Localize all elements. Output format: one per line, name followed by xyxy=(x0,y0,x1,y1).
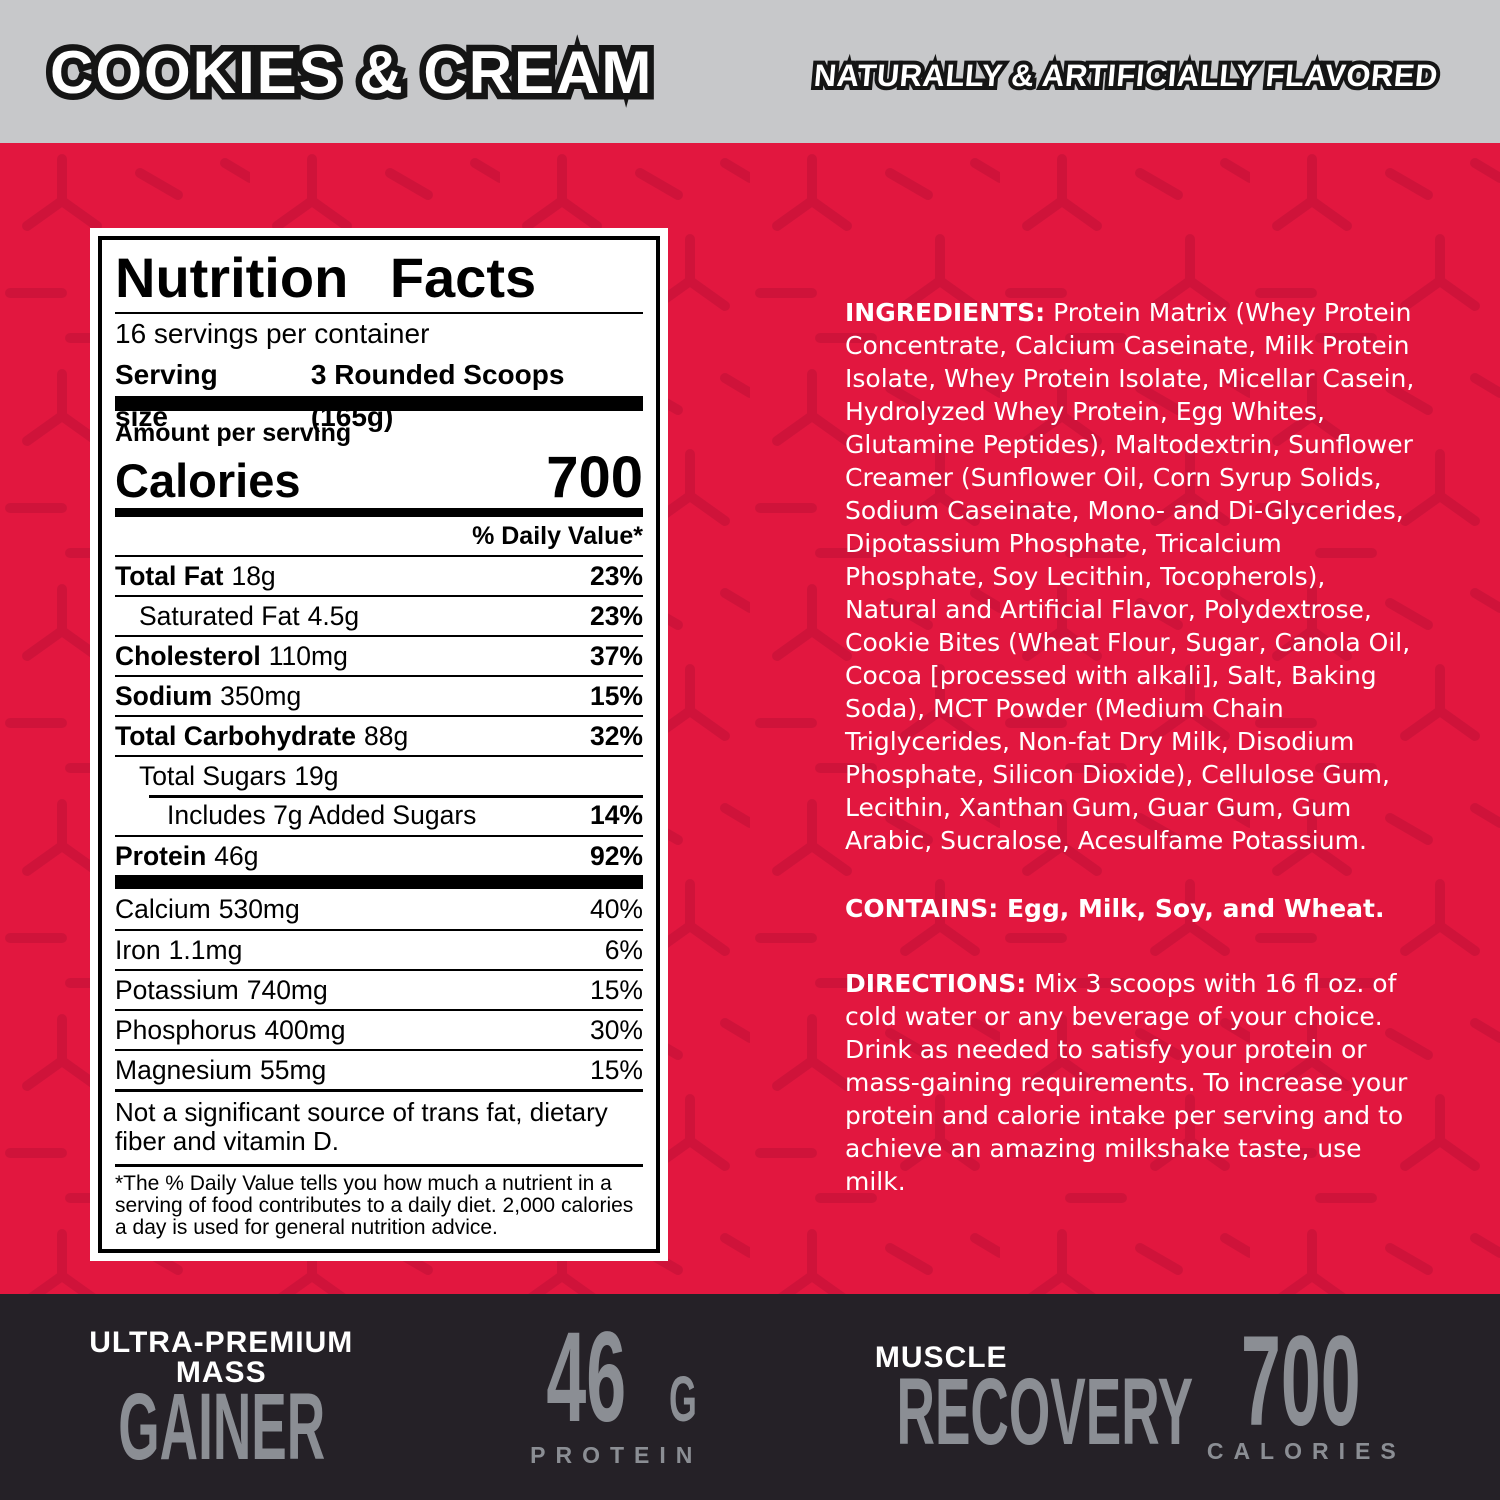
mineral-row-potassium: Potassium 740mg 15% xyxy=(115,969,643,1009)
mineral-row-magnesium: Magnesium 55mg 15% xyxy=(115,1049,643,1089)
feature-unit: G xyxy=(668,1362,697,1435)
nutrient-row-total-sugars: Total Sugars 19g xyxy=(115,755,643,795)
serving-size-label: Serving size xyxy=(115,359,218,432)
amount-per-serving-label: Amount per serving xyxy=(115,419,352,447)
nutrient-row-cholesterol: Cholesterol 110mg 37% xyxy=(115,635,643,675)
feature-big-text: GAINER xyxy=(117,1374,325,1480)
directions-label: DIRECTIONS: xyxy=(845,969,1027,998)
serving-size-value: 3 Rounded Scoops (165g) xyxy=(310,359,565,432)
nutrition-facts-title: Nutrition Facts xyxy=(115,246,537,309)
calories-label: Calories xyxy=(115,454,301,507)
mineral-row-iron: Iron 1.1mg 6% xyxy=(115,929,643,969)
thick-divider xyxy=(115,396,643,411)
nutrient-row-added-sugars: Includes 7g Added Sugars 14% xyxy=(115,795,643,835)
feature-line1: ULTRA-PREMIUM xyxy=(89,1326,354,1359)
medium-divider xyxy=(115,508,643,517)
nutrient-row-protein: Protein 46g 92% xyxy=(115,835,643,875)
contains-label: CONTAINS: xyxy=(845,894,999,923)
flavor-title: COOKIES & CREAM COOKIES & CREAM xyxy=(43,33,657,113)
directions-text: Mix 3 scoops with 16 fl oz. of cold wate… xyxy=(845,969,1408,1196)
ingredients-paragraph: INGREDIENTS: Protein Matrix (Whey Protei… xyxy=(845,296,1420,857)
feature-mass-gainer: ULTRA-PREMIUM MASS GAINER xyxy=(0,1326,443,1480)
mineral-row-calcium: Calcium 530mg 40% xyxy=(115,893,643,924)
red-background-section: Nutrition Facts 16 servings per containe… xyxy=(0,143,1500,1294)
daily-value-header: % Daily Value* xyxy=(472,522,643,550)
nutrient-row-saturated-fat: Saturated Fat 4.5g 23% xyxy=(115,595,643,635)
info-column: INGREDIENTS: Protein Matrix (Whey Protei… xyxy=(845,296,1420,1198)
feature-big-number: 700 xyxy=(1241,1309,1362,1453)
divider xyxy=(115,1164,643,1167)
flavor-note: NATURALLY & ARTIFICIALLY FLAVORED NATURA… xyxy=(809,54,1444,97)
feature-caption: CALORIES xyxy=(1206,1437,1406,1464)
nutrition-facts-border: Nutrition Facts 16 servings per containe… xyxy=(98,236,660,1253)
daily-value-footnote: *The % Daily Value tells you how much a … xyxy=(115,1172,634,1239)
feature-calories: 700 CALORIES xyxy=(1103,1309,1500,1465)
servings-per-container: 16 servings per container xyxy=(115,318,430,349)
ingredients-text: Protein Matrix (Whey Protein Concentrate… xyxy=(845,298,1415,855)
contains-paragraph: CONTAINS: Egg, Milk, Soy, and Wheat. xyxy=(845,892,1420,925)
nutrient-row-sodium: Sodium 350mg 15% xyxy=(115,675,643,715)
directions-paragraph: DIRECTIONS: Mix 3 scoops with 16 fl oz. … xyxy=(845,967,1420,1198)
not-significant-note: Not a significant source of trans fat, d… xyxy=(115,1097,608,1156)
feature-line1: MUSCLE xyxy=(874,1341,1008,1374)
nutrient-row-total-fat: Total Fat 18g 23% xyxy=(115,555,643,595)
ingredients-label: INGREDIENTS: xyxy=(845,298,1046,327)
feature-caption: PROTEIN xyxy=(530,1441,703,1468)
feature-band: ULTRA-PREMIUM MASS GAINER 46 G PROTEIN MU… xyxy=(0,1294,1500,1500)
mineral-row-phosphorus: Phosphorus 400mg 30% xyxy=(115,1009,643,1049)
calories-row: Calories 700 xyxy=(115,446,643,508)
nutrient-row-total-carbohydrate: Total Carbohydrate 88g 32% xyxy=(115,715,643,755)
feature-muscle-recovery: MUSCLE RECOVERY xyxy=(780,1341,1193,1460)
serving-size-row: Serving size 3 Rounded Scoops (165g) xyxy=(115,354,643,432)
divider xyxy=(115,1089,643,1092)
flavor-title-outline: COOKIES & CREAM xyxy=(43,33,657,113)
contains-text: Egg, Milk, Soy, and Wheat. xyxy=(1006,894,1385,923)
feature-big-text: RECOVERY xyxy=(896,1359,1194,1465)
flavor-header-bar: COOKIES & CREAM COOKIES & CREAM NATURALL… xyxy=(0,0,1500,143)
divider xyxy=(115,312,643,314)
feature-protein: 46 G PROTEIN xyxy=(443,1305,781,1469)
nutrition-facts-panel: Nutrition Facts 16 servings per containe… xyxy=(90,228,668,1261)
thick-divider xyxy=(115,875,643,889)
feature-line2: MASS xyxy=(175,1356,267,1389)
calories-value: 700 xyxy=(546,444,643,510)
feature-big-number: 46 xyxy=(546,1305,627,1449)
